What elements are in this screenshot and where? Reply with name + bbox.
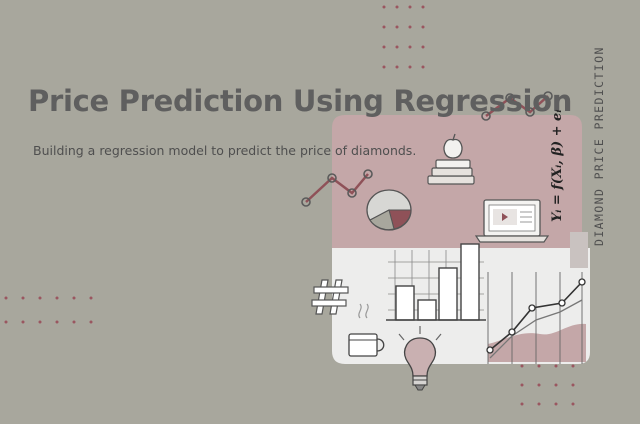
decorative-dot bbox=[382, 65, 386, 69]
decorative-dot bbox=[395, 25, 399, 29]
regression-formula: Yᵢ = f(Xᵢ, β) + eᵢ bbox=[550, 109, 565, 222]
laptop-video-icon bbox=[474, 199, 550, 243]
line-graph-icon bbox=[486, 272, 586, 364]
trend-line-icon bbox=[481, 91, 553, 121]
decorative-dot bbox=[408, 65, 412, 69]
coffee-mug-icon bbox=[348, 303, 385, 357]
decorative-dot bbox=[408, 5, 412, 9]
decorative-dot bbox=[38, 296, 42, 300]
decorative-dot bbox=[89, 296, 93, 300]
decorative-dot bbox=[382, 25, 386, 29]
decorative-dot bbox=[4, 320, 8, 324]
decorative-dot bbox=[72, 320, 76, 324]
decorative-dot bbox=[72, 296, 76, 300]
decorative-dot bbox=[408, 45, 412, 49]
decorative-dot bbox=[537, 364, 541, 368]
decorative-dot bbox=[571, 383, 575, 387]
side-label: DIAMOND PRICE PREDICTION bbox=[592, 46, 606, 246]
decorative-dot bbox=[520, 364, 524, 368]
decorative-dot bbox=[21, 320, 25, 324]
decorative-dot bbox=[554, 364, 558, 368]
decorative-dot bbox=[55, 320, 59, 324]
decorative-dot bbox=[421, 45, 425, 49]
decorative-dot bbox=[571, 364, 575, 368]
decorative-dot bbox=[554, 402, 558, 406]
decorative-dot bbox=[571, 402, 575, 406]
decorative-dot bbox=[421, 65, 425, 69]
decorative-dot bbox=[38, 320, 42, 324]
decorative-dot bbox=[537, 402, 541, 406]
apple-books-icon bbox=[427, 133, 475, 185]
panel-strip bbox=[570, 232, 588, 268]
decorative-dot bbox=[554, 383, 558, 387]
decorative-dot bbox=[395, 5, 399, 9]
decorative-dot bbox=[395, 45, 399, 49]
decorative-dot bbox=[395, 65, 399, 69]
pie-chart-icon bbox=[366, 189, 412, 231]
decorative-dot bbox=[21, 296, 25, 300]
hashtag-icon bbox=[311, 279, 349, 315]
decorative-dot bbox=[89, 320, 93, 324]
decorative-dot bbox=[55, 296, 59, 300]
bar-chart-icon bbox=[386, 243, 486, 321]
page-subtitle: Building a regression model to predict t… bbox=[33, 143, 417, 158]
decorative-dot bbox=[421, 5, 425, 9]
decorative-dot bbox=[4, 296, 8, 300]
decorative-dot bbox=[537, 383, 541, 387]
decorative-dot bbox=[520, 402, 524, 406]
decorative-dot bbox=[408, 25, 412, 29]
decorative-dot bbox=[382, 5, 386, 9]
decorative-dots bbox=[4, 5, 575, 406]
page-title: Price Prediction Using Regression bbox=[28, 84, 573, 118]
decorative-dot bbox=[421, 25, 425, 29]
trend-line-icon bbox=[301, 169, 373, 207]
light-bulb-icon bbox=[398, 326, 442, 391]
decorative-dot bbox=[520, 383, 524, 387]
decorative-dot bbox=[382, 45, 386, 49]
